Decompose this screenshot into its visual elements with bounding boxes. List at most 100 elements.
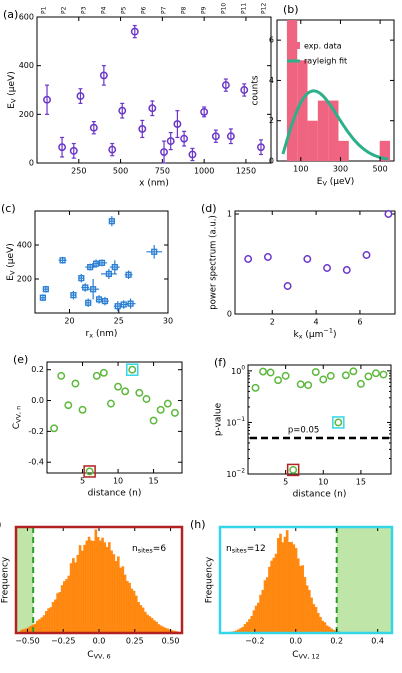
x-tick-label: 10 (318, 478, 328, 487)
plot-frame (14, 525, 184, 635)
y-tick-label: 600 (19, 13, 34, 22)
histogram-bar (63, 581, 66, 633)
histogram-bar (152, 620, 156, 633)
histogram-bar (303, 577, 307, 633)
data-point (50, 424, 59, 433)
y-tick-label: -0.2 (28, 427, 44, 436)
histogram-bar (67, 575, 71, 633)
panel-e: (e) 5 10 15 -0.4 -0.2 0.0 0.2 distance (n) CVV, n (12, 353, 183, 499)
x-axis-label: distance (n) (88, 489, 142, 499)
histogram-bar (114, 561, 118, 633)
label-segment: VV, 6 (94, 653, 111, 661)
data-point (114, 303, 121, 310)
label-segment: E (6, 275, 16, 281)
histogram-bar (54, 599, 57, 633)
data-point (163, 399, 172, 408)
label-segment: E (317, 177, 323, 187)
y-axis-label: EV (μeV) (6, 243, 17, 280)
y-tick-label: 10−2 (226, 468, 245, 479)
y-axis-label: Frequency (1, 556, 11, 603)
histogram-bar (272, 557, 276, 633)
data-point (180, 134, 189, 143)
y-tick-label: 0 (227, 310, 232, 319)
panel-h: (h) −0.2 0.0 0.2 0.4 nsites=12 CVV, 12 Frequenc… (190, 518, 394, 661)
rayleigh-fit-curve (281, 89, 389, 161)
histogram-bar (78, 545, 82, 633)
data-point (76, 92, 85, 101)
legend-swatch-data (287, 42, 300, 49)
label-segment: VV, n (15, 406, 23, 423)
histogram-bar (38, 619, 41, 633)
data-point (326, 371, 335, 380)
plot-frame (234, 210, 396, 315)
x-tick-label: −0.50 (15, 637, 40, 646)
histogram-bar (268, 566, 271, 633)
data-point (341, 371, 350, 380)
data-point (364, 372, 373, 381)
data-point (259, 367, 268, 376)
data-point (85, 299, 92, 306)
highlight-box (332, 416, 345, 429)
histogram-bar (105, 546, 109, 633)
panel-g: (g) −0.50 −0.25 0.0 0.25 0.50 nsites=6 CVV, 6 Fr… (0, 518, 184, 661)
data-point (304, 381, 313, 390)
histogram-bar (259, 594, 262, 633)
panel-label: (b) (283, 3, 299, 16)
histogram-bar (245, 621, 249, 633)
histogram-bar (170, 630, 174, 633)
data-point (166, 137, 175, 146)
panel-label: (a) (3, 8, 18, 21)
data-point (156, 405, 165, 414)
x-axis-label: kx (μm−1) (294, 327, 337, 341)
label-segment: −1 (237, 416, 246, 422)
data-point (99, 71, 108, 80)
x-tick-label: 4 (314, 318, 319, 327)
data-point (106, 399, 115, 408)
histogram-bar (40, 617, 44, 633)
data-point (251, 383, 260, 392)
legend-label-fit: rayleigh fit (304, 57, 347, 66)
x-tick-label: 6 (357, 318, 362, 327)
data-point (43, 95, 51, 104)
data-point (221, 81, 230, 90)
x-axis-label: CVV, 12 (292, 650, 320, 661)
position-label: P5 (121, 6, 128, 14)
data-point (334, 418, 343, 427)
data-point (135, 388, 144, 397)
histogram-bar (317, 100, 329, 161)
label-segment: sites (232, 547, 248, 555)
y-axis-label: counts (251, 75, 261, 105)
data-point (263, 253, 272, 261)
histogram-bar (94, 529, 98, 633)
label-segment: V (10, 98, 18, 103)
histogram-bar (237, 629, 240, 633)
histogram-bar (141, 607, 145, 633)
x-tick-label: 15 (148, 477, 158, 486)
sample-size-annotation: nsites=12 (226, 544, 266, 555)
x-tick-label: 5 (80, 477, 85, 486)
y-tick-label: 100 (231, 365, 245, 376)
histogram-bar (159, 625, 163, 633)
x-tick-label: 750 (155, 167, 170, 176)
panel-label: (e) (13, 353, 28, 366)
panel-label: (f) (214, 356, 226, 369)
histogram-bar (45, 611, 48, 633)
histogram-bar (47, 608, 50, 633)
label-segment: 10 (231, 366, 241, 375)
histogram-bar (239, 628, 242, 633)
histogram-bar (123, 574, 127, 633)
y-tick-label: 0.0 (31, 396, 44, 405)
histogram-bar (85, 540, 89, 633)
histogram-bar (292, 544, 296, 633)
data-point (362, 251, 371, 259)
histogram-bar (328, 626, 331, 633)
x-tick-label: 30 (163, 317, 173, 326)
data-point (105, 270, 112, 278)
histogram-bar (110, 550, 113, 633)
x-tick-label: 0.4 (371, 637, 384, 646)
histogram-bar (60, 585, 64, 633)
position-label: P11 (241, 3, 248, 14)
label-segment: 0 (241, 365, 245, 371)
panel-label: (d) (201, 202, 217, 215)
